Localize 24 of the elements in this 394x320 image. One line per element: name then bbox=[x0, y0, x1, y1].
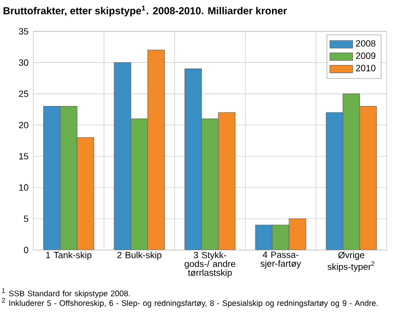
y-tick-label: 15 bbox=[19, 153, 28, 160]
y-tick-label: 0 bbox=[24, 246, 28, 254]
legend-label: 2008 bbox=[356, 40, 376, 47]
text: $^{2}$ Inkluderer 5 - Offshoreskip, 6 - Slep- og redningsfartøy, 8 - Spesialskip og redningsfartøy og 9 - Andre. bbox=[2, 298, 378, 308]
y-tick-label: 35 bbox=[18, 28, 28, 35]
x-tick-label: 3 Stykk-gods-/ andre tørrlastskip bbox=[184, 252, 236, 278]
bar bbox=[342, 94, 360, 250]
bar bbox=[60, 106, 78, 250]
x-tick-label: 2 Bulk-skip bbox=[117, 252, 162, 260]
chart-title: Bruttofrakter, etter skipstype$^{1}$. 2008-2010. Milliarder kroner bbox=[4, 6, 287, 16]
x-tick-label: 4 Passa-sjer-fartøy bbox=[260, 252, 302, 269]
y-tick-label: 10 bbox=[19, 184, 28, 191]
legend-label: 2010 bbox=[356, 64, 376, 72]
y-tick-label: 30 bbox=[18, 59, 28, 66]
y-tick-label: 5 bbox=[24, 216, 28, 222]
x-tick-label: 1 Tank-skip bbox=[46, 252, 92, 260]
legend-label: 2009 bbox=[356, 52, 376, 59]
bar bbox=[201, 118, 219, 250]
y-tick-label: 20 bbox=[19, 122, 28, 128]
text: $^{1}$ SSB Standard for skipstype 2008. bbox=[2, 288, 130, 298]
bar bbox=[272, 224, 290, 250]
y-tick-label: 25 bbox=[19, 90, 28, 98]
bar bbox=[130, 118, 148, 250]
x-tick-label: Øvrige skips-typer$^{2}$ bbox=[328, 252, 374, 272]
